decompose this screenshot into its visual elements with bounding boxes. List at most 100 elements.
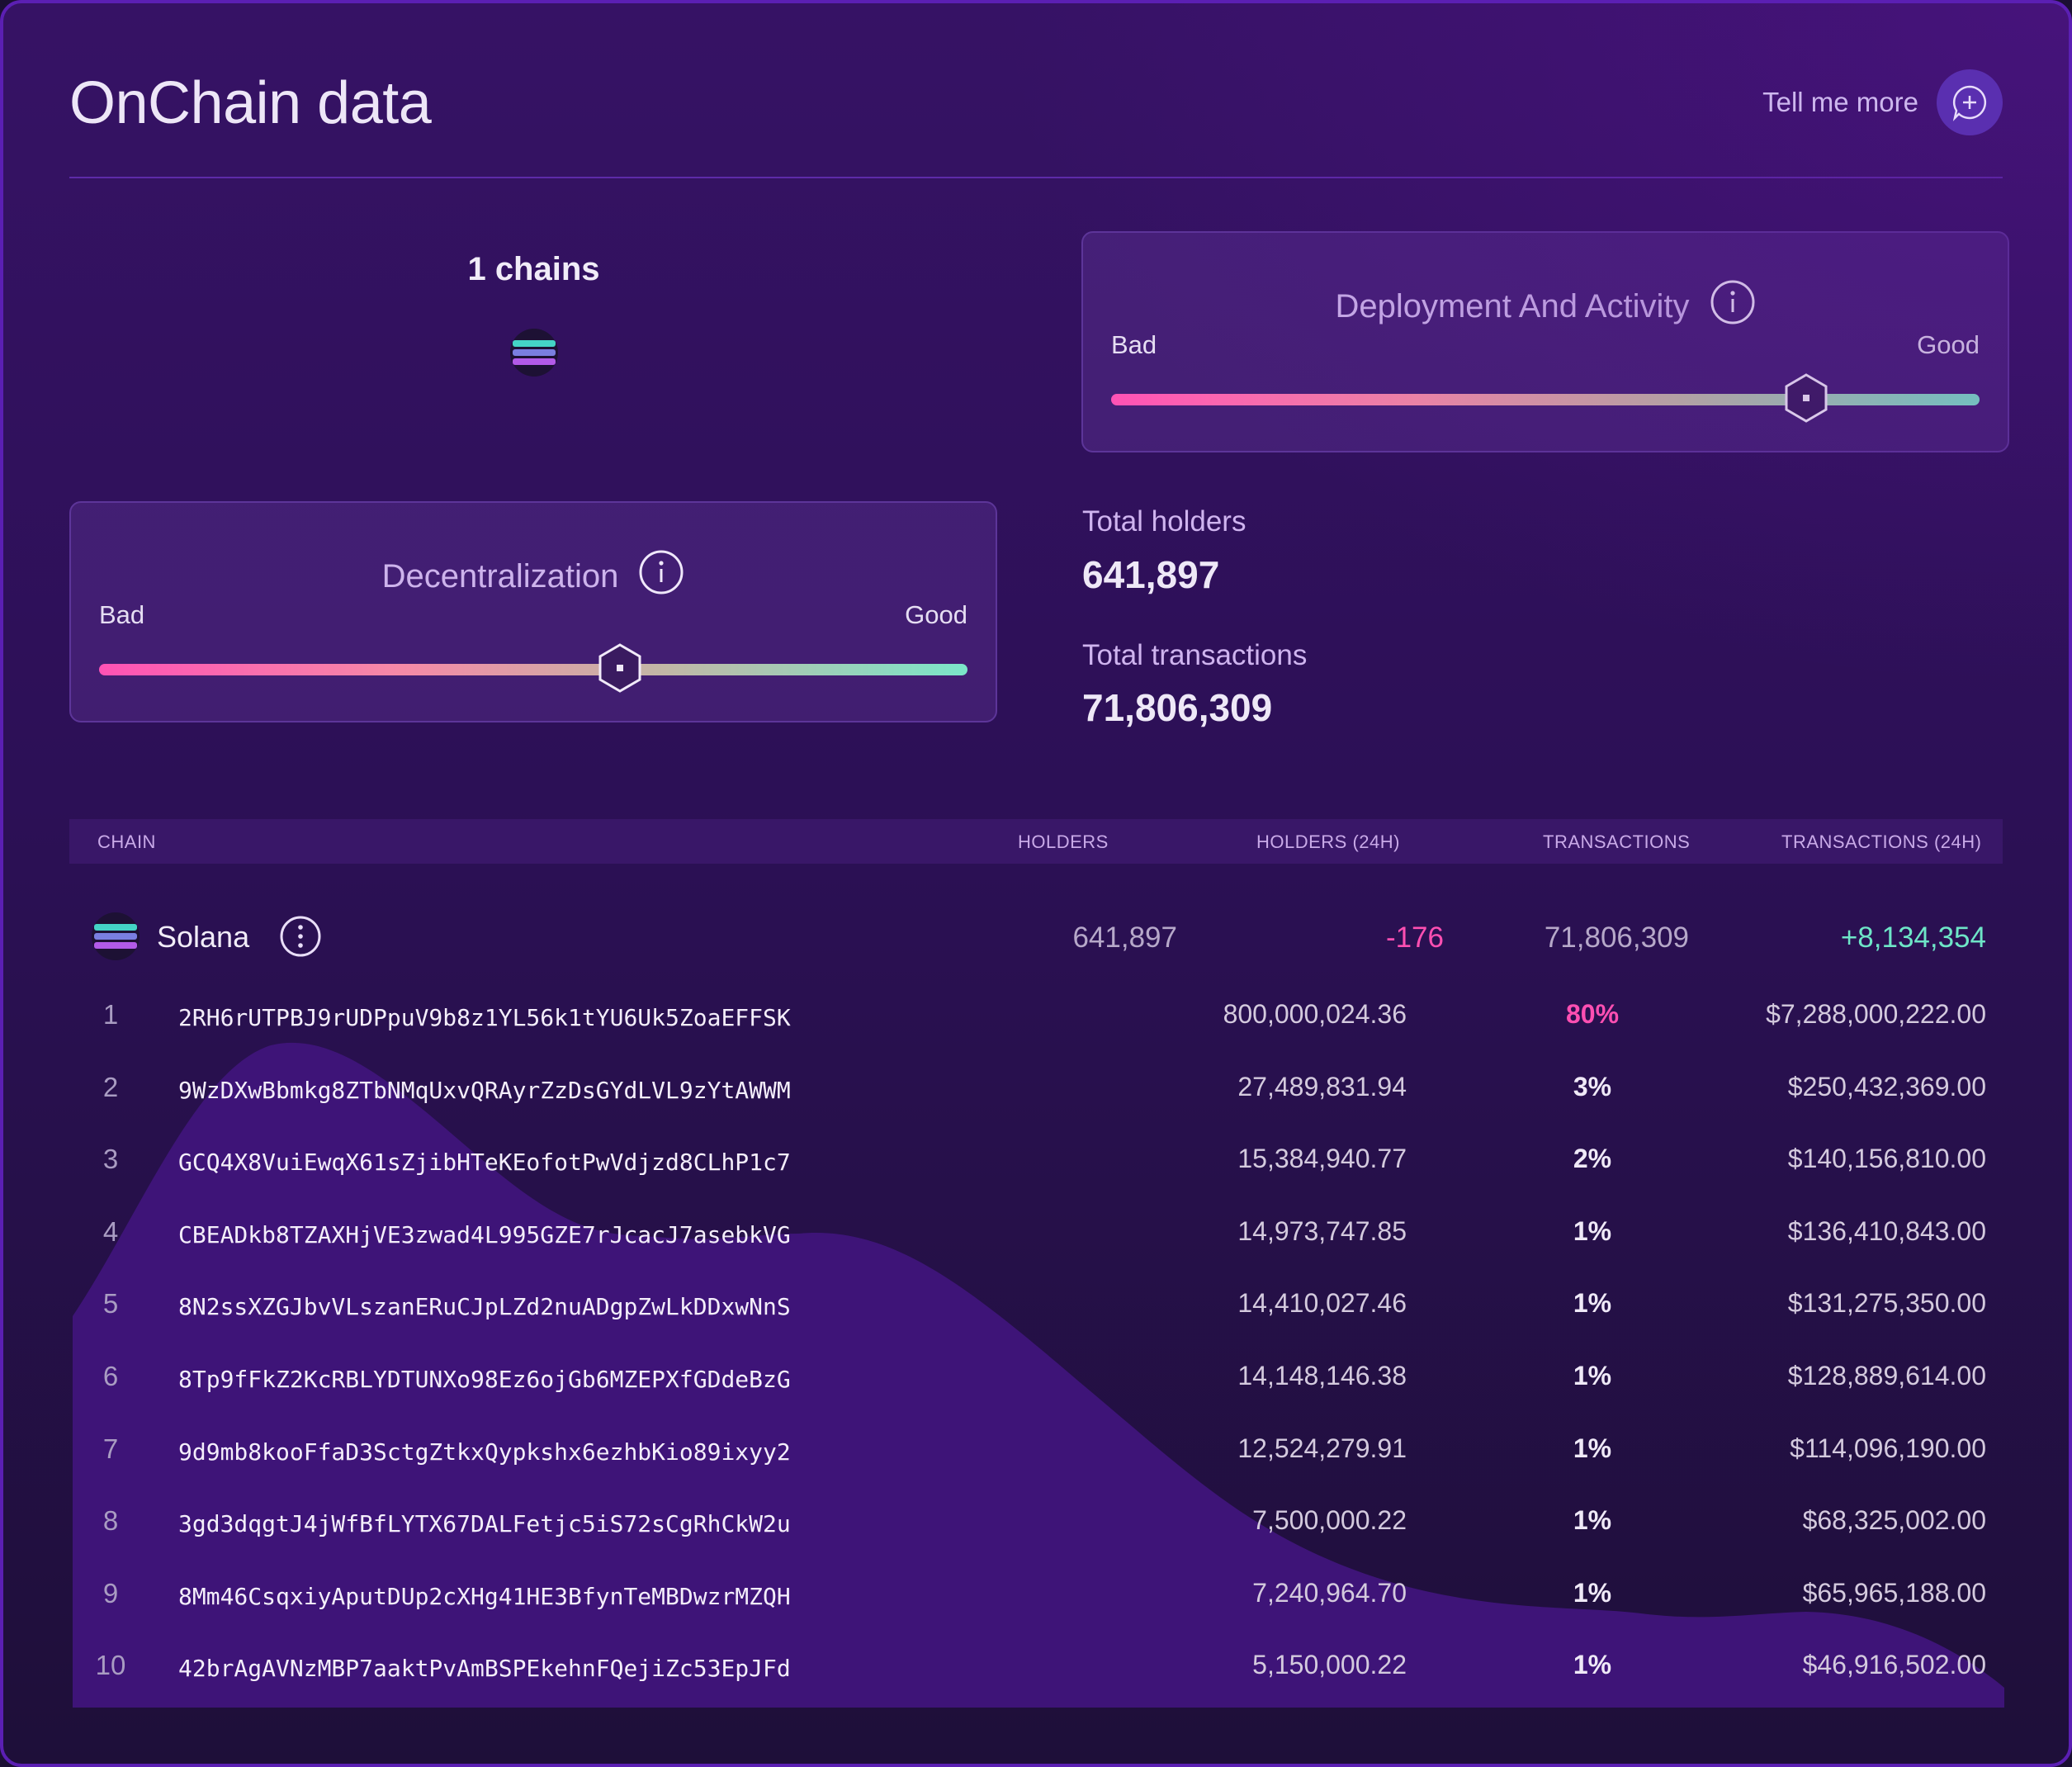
deployment-score-track (1111, 373, 1980, 423)
holder-usd-value: $136,410,843.00 (1787, 1215, 1986, 1246)
deployment-title: Deployment And Activity (1335, 287, 1690, 325)
decentralization-good-label: Good (905, 600, 967, 629)
holder-percentage: 1% (1573, 1650, 1612, 1680)
more-options-icon[interactable] (279, 915, 322, 958)
chains-count: 1 chains (467, 251, 600, 287)
row-rank: 6 (102, 1361, 119, 1391)
row-rank: 2 (102, 1071, 119, 1102)
decentralization-panel: Decentralization Bad Good (69, 501, 997, 722)
chain-transactions-24h: +8,134,354 (1840, 921, 1986, 954)
info-icon[interactable] (638, 549, 684, 604)
holder-amount: 7,500,000.22 (1252, 1505, 1407, 1536)
header-divider (69, 177, 2003, 178)
tell-me-more-label: Tell me more (1762, 87, 1918, 117)
holder-percentage: 1% (1573, 1505, 1612, 1536)
holder-usd-value: $7,288,000,222.00 (1766, 999, 1986, 1029)
holder-amount: 800,000,024.36 (1223, 999, 1407, 1029)
table-header: CHAIN HOLDERS HOLDERS (24H) TRANSACTIONS… (69, 819, 2003, 864)
holder-address[interactable]: 42brAgAVNzMBP7aaktPvAmBSPEkehnFQejiZc53E… (178, 1655, 791, 1683)
table-row[interactable]: 8 3gd3dqgtJ4jWfBfLYTX67DALFetjc5iS72sCgRh… (69, 1505, 2003, 1555)
holder-usd-value: $250,432,369.00 (1787, 1071, 1986, 1101)
table-row[interactable]: 9 8Mm46CsqxiyAputDUp2cXHg41HE3BfynTeMBDwz… (69, 1578, 2003, 1627)
holder-address[interactable]: 2RH6rUTPBJ9rUDPpuV9b8z1YL56k1tYU6Uk5ZoaE… (178, 1004, 791, 1031)
holder-percentage: 1% (1573, 1433, 1612, 1463)
total-transactions-value: 71,806,309 (1082, 686, 1273, 729)
total-transactions-label: Total transactions (1082, 639, 1308, 671)
table-row[interactable]: 3 GCQ4X8VuiEwqX61sZjibHTeKEofotPwVdjzd8CL… (69, 1144, 2003, 1193)
holder-percentage: 1% (1573, 1577, 1612, 1608)
deployment-good-label: Good (1917, 330, 1980, 359)
table-row[interactable]: 10 42brAgAVNzMBP7aaktPvAmBSPEkehnFQejiZc5… (69, 1650, 2003, 1699)
chain-transactions: 71,806,309 (1544, 921, 1689, 954)
header-holders-24h[interactable]: HOLDERS (24H) (1256, 831, 1400, 852)
holder-percentage: 1% (1573, 1361, 1612, 1390)
holder-usd-value: $114,096,190.00 (1790, 1433, 1986, 1463)
row-rank: 10 (95, 1650, 126, 1681)
holder-address[interactable]: 8Mm46CsqxiyAputDUp2cXHg41HE3BfynTeMBDwzr… (178, 1582, 791, 1610)
chains-summary: 1 chains (69, 251, 998, 377)
table-row[interactable]: 1 2RH6rUTPBJ9rUDPpuV9b8z1YL56k1tYU6Uk5Zoa… (69, 999, 2003, 1049)
decentralization-score-track (99, 643, 967, 693)
chat-plus-icon[interactable] (1937, 69, 2003, 135)
table-row[interactable]: 5 8N2ssXZGJbvVLszanERuCJpLZd2nuADgpZwLkDD… (69, 1288, 2003, 1338)
holder-amount: 15,384,940.77 (1237, 1144, 1407, 1174)
table-row[interactable]: 6 8Tp9fFkZ2KcRBLYDTUNXo98Ez6ojGb6MZEPXfGD… (69, 1361, 2003, 1410)
header-transactions-24h[interactable]: TRANSACTIONS (24H) (1781, 831, 1982, 852)
holder-address[interactable]: GCQ4X8VuiEwqX61sZjibHTeKEofotPwVdjzd8CLh… (178, 1149, 791, 1177)
holder-distribution-wave (73, 1042, 2004, 1708)
deployment-bad-label: Bad (1111, 330, 1157, 359)
solana-logo-icon[interactable] (509, 328, 559, 377)
holder-amount: 14,410,027.46 (1237, 1288, 1407, 1319)
page-title: OnChain data (69, 70, 432, 136)
holder-address[interactable]: 9WzDXwBbmkg8ZTbNMqUxvQRAyrZzDsGYdLVL9zYt… (178, 1076, 791, 1104)
chain-holders: 641,897 (1072, 921, 1177, 954)
row-rank: 9 (102, 1577, 119, 1608)
holder-percentage: 2% (1573, 1144, 1612, 1174)
deployment-activity-panel: Deployment And Activity Bad Good (1081, 231, 2009, 452)
holder-usd-value: $131,275,350.00 (1787, 1288, 1986, 1319)
holder-usd-value: $68,325,002.00 (1802, 1505, 1986, 1536)
holder-percentage: 1% (1573, 1288, 1612, 1319)
tell-me-more-button[interactable]: Tell me more (1762, 69, 2003, 135)
deployment-score-knob (1784, 372, 1828, 424)
table-row[interactable]: 4 CBEADkb8TZAXHjVE3zwad4L995GZE7rJcacJ7as… (69, 1216, 2003, 1266)
decentralization-score-knob (598, 642, 642, 694)
holder-percentage: 3% (1573, 1071, 1612, 1101)
holder-address[interactable]: 9d9mb8kooFfaD3SctgZtkxQypkshx6ezhbKio89i… (178, 1438, 791, 1466)
table-row[interactable]: 2 9WzDXwBbmkg8ZTbNMqUxvQRAyrZzDsGYdLVL9zY… (69, 1072, 2003, 1121)
row-rank: 7 (102, 1433, 119, 1464)
row-rank: 4 (102, 1215, 119, 1247)
holder-address[interactable]: 8N2ssXZGJbvVLszanERuCJpLZd2nuADgpZwLkDDx… (178, 1293, 791, 1321)
table-row[interactable]: 7 9d9mb8kooFfaD3SctgZtkxQypkshx6ezhbKio89… (69, 1433, 2003, 1483)
header-transactions[interactable]: TRANSACTIONS (1543, 831, 1691, 852)
holder-percentage: 80% (1565, 999, 1620, 1029)
row-rank: 8 (102, 1505, 119, 1537)
total-holders-value: 641,897 (1082, 553, 1220, 596)
header-holders[interactable]: HOLDERS (1018, 831, 1109, 852)
holder-usd-value: $65,965,188.00 (1802, 1577, 1986, 1608)
holder-address[interactable]: 8Tp9fFkZ2KcRBLYDTUNXo98Ez6ojGb6MZEPXfGDd… (178, 1366, 791, 1393)
decentralization-title: Decentralization (381, 557, 619, 595)
holder-address[interactable]: CBEADkb8TZAXHjVE3zwad4L995GZE7rJcacJ7ase… (178, 1220, 791, 1248)
holder-usd-value: $128,889,614.00 (1787, 1361, 1986, 1390)
holder-amount: 7,240,964.70 (1252, 1577, 1407, 1608)
row-rank: 5 (102, 1288, 119, 1319)
solana-logo-icon (91, 912, 140, 961)
chain-holders-24h: -176 (1385, 921, 1444, 954)
holder-usd-value: $140,156,810.00 (1787, 1144, 1986, 1174)
holder-usd-value: $46,916,502.00 (1802, 1650, 1986, 1680)
holder-percentage: 1% (1573, 1215, 1612, 1246)
holder-amount: 27,489,831.94 (1237, 1071, 1407, 1101)
chain-row-solana[interactable]: Solana 641,897 -176 71,806,309 +8,134,35… (69, 903, 2003, 969)
holder-amount: 14,973,747.85 (1237, 1215, 1407, 1246)
holder-amount: 14,148,146.38 (1237, 1361, 1407, 1390)
row-rank: 3 (102, 1144, 119, 1175)
row-rank: 1 (102, 999, 119, 1030)
holder-address[interactable]: 3gd3dqgtJ4jWfBfLYTX67DALFetjc5iS72sCgRhC… (178, 1510, 791, 1538)
header-chain[interactable]: CHAIN (97, 831, 156, 852)
chain-name: Solana (157, 920, 250, 954)
info-icon[interactable] (1710, 279, 1756, 334)
holder-amount: 5,150,000.22 (1252, 1650, 1407, 1680)
decentralization-bad-label: Bad (99, 600, 145, 629)
